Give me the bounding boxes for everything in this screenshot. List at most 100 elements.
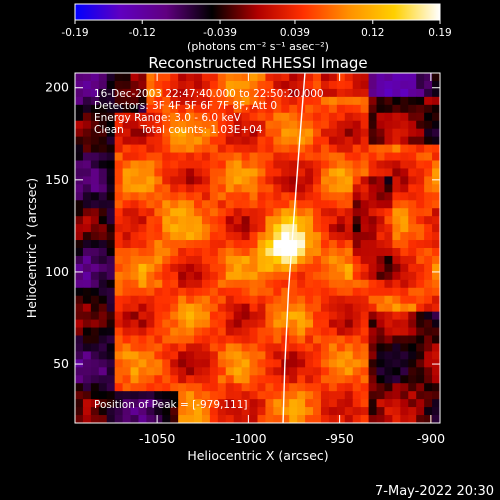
heatmap-cell — [217, 136, 227, 146]
heatmap-cell — [281, 311, 290, 321]
heatmap-cell — [162, 303, 171, 313]
heatmap-cell — [138, 232, 148, 241]
heatmap-cell — [114, 200, 124, 209]
heatmap-cell — [241, 295, 251, 305]
heatmap-cell — [400, 200, 409, 209]
heatmap-cell — [289, 200, 298, 209]
heatmap-cell — [392, 136, 401, 146]
heatmap-cell — [273, 128, 282, 138]
heatmap-cell — [201, 144, 211, 154]
heatmap-cell — [320, 232, 330, 241]
heatmap-cell — [305, 88, 314, 98]
heatmap-cell — [241, 375, 251, 384]
heatmap-cell — [360, 255, 370, 265]
heatmap-cell — [233, 287, 243, 297]
colorbar-tick-label: 0.12 — [361, 27, 384, 39]
heatmap-cell — [336, 73, 346, 82]
heatmap-cell — [217, 104, 227, 114]
heatmap-cell — [114, 120, 124, 130]
heatmap-cell — [257, 208, 267, 217]
heatmap-cell — [138, 359, 148, 368]
heatmap-cell — [368, 327, 378, 337]
heatmap-cell — [186, 399, 195, 408]
heatmap-cell — [281, 240, 290, 249]
heatmap-cell — [344, 295, 354, 305]
heatmap-cell — [281, 216, 290, 225]
heatmap-cell — [400, 168, 409, 177]
heatmap-cell — [344, 335, 354, 345]
heatmap-cell — [98, 88, 108, 98]
heatmap-cell — [170, 128, 179, 138]
heatmap-cell — [305, 240, 314, 249]
heatmap-cell — [209, 168, 219, 177]
heatmap-cell — [170, 184, 179, 193]
heatmap-cell — [170, 279, 179, 289]
heatmap-cell — [217, 415, 227, 423]
heatmap-cell — [384, 176, 393, 185]
heatmap-cell — [217, 184, 227, 193]
heatmap-cell — [368, 120, 378, 130]
heatmap-cell — [289, 73, 298, 82]
heatmap-cell — [424, 287, 433, 297]
heatmap-cell — [265, 136, 274, 146]
heatmap-cell — [392, 232, 401, 241]
heatmap-cell — [82, 311, 92, 321]
heatmap-cell — [273, 287, 282, 297]
heatmap-cell — [75, 160, 84, 170]
heatmap-cell — [352, 168, 362, 177]
heatmap-cell — [217, 263, 227, 273]
heatmap-cell — [162, 152, 171, 162]
heatmap-cell — [162, 80, 171, 90]
heatmap-cell — [249, 184, 259, 193]
heatmap-cell — [360, 367, 370, 376]
heatmap-cell — [146, 415, 155, 423]
heatmap-cell — [249, 359, 259, 368]
heatmap-cell — [344, 407, 354, 416]
heatmap-cell — [257, 399, 267, 408]
heatmap-cell — [257, 263, 267, 273]
heatmap-cell — [265, 255, 274, 265]
heatmap-cell — [90, 407, 100, 416]
heatmap-cell — [122, 375, 132, 384]
heatmap-cell — [336, 96, 346, 106]
heatmap-cell — [408, 327, 417, 337]
heatmap-cell — [376, 271, 386, 281]
heatmap-cell — [138, 152, 148, 162]
heatmap-cell — [75, 112, 84, 122]
heatmap-cell — [400, 375, 409, 384]
heatmap-cell — [146, 88, 155, 98]
heatmap-cell — [392, 104, 401, 114]
heatmap-cell — [106, 208, 116, 217]
heatmap-cell — [178, 112, 187, 122]
heatmap-cell — [313, 311, 322, 321]
heatmap-cell — [241, 271, 251, 281]
heatmap-cell — [130, 112, 140, 122]
heatmap-cell — [114, 112, 124, 122]
heatmap-cell — [320, 192, 330, 201]
heatmap-cell — [122, 255, 132, 265]
heatmap-cell — [154, 152, 163, 162]
heatmap-cell — [98, 319, 108, 329]
heatmap-cell — [344, 136, 354, 146]
heatmap-cell — [368, 80, 378, 90]
heatmap-cell — [233, 168, 243, 177]
heatmap-cell — [432, 248, 440, 257]
heatmap-cell — [201, 375, 211, 384]
heatmap-cell — [289, 232, 298, 241]
heatmap-cell — [138, 224, 148, 233]
heatmap-cell — [209, 391, 219, 400]
heatmap-cell — [217, 73, 227, 82]
heatmap-cell — [162, 248, 171, 257]
heatmap-cell — [368, 168, 378, 177]
heatmap-cell — [170, 224, 179, 233]
heatmap-cell — [384, 128, 393, 138]
heatmap-cell — [289, 80, 298, 90]
heatmap-cell — [360, 73, 370, 82]
heatmap-cell — [122, 160, 132, 170]
heatmap-cell — [178, 255, 187, 265]
heatmap-cell — [75, 303, 84, 313]
heatmap-cell — [114, 407, 124, 416]
heatmap-cell — [328, 263, 338, 273]
colorbar-tick-label: 0.19 — [428, 27, 451, 39]
heatmap-cell — [98, 311, 108, 321]
